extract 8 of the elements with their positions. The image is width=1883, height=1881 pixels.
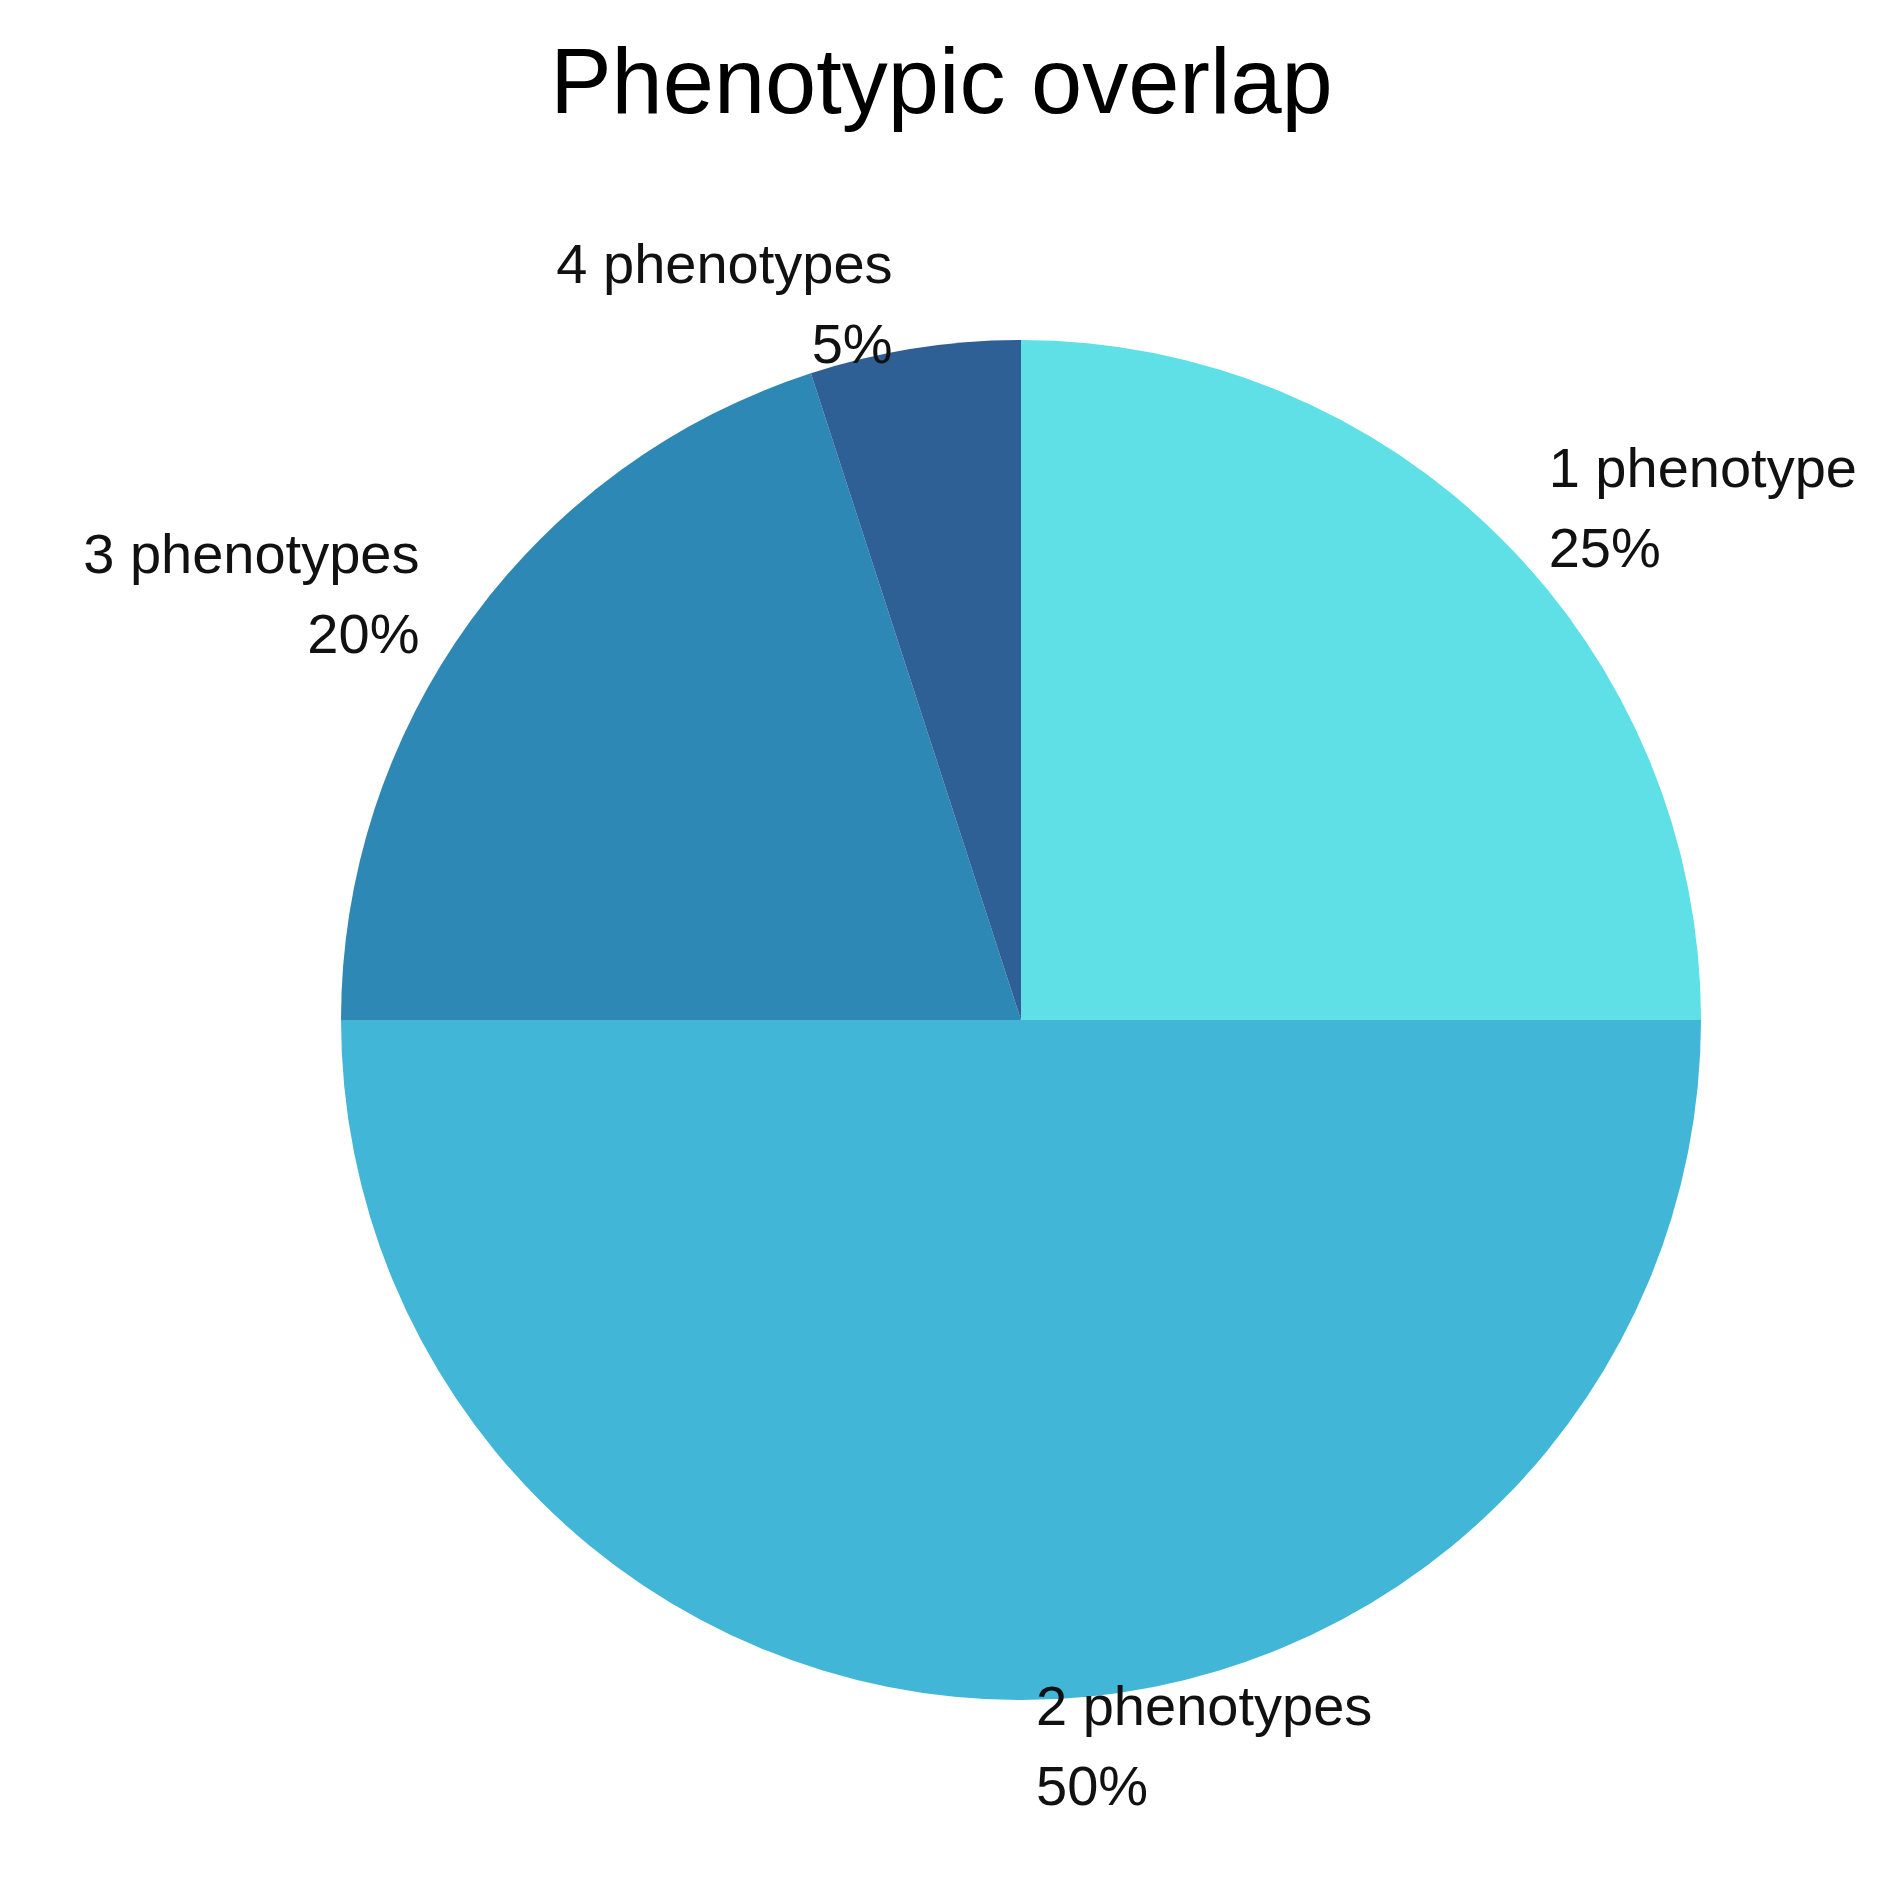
data-label: 20% [307,602,420,666]
slice-label: 3 phenotypes [83,522,420,586]
data-label: 5% [811,312,893,376]
chart-title: Phenotypic overlap [550,30,1333,132]
slice-label: 4 phenotypes [556,232,893,296]
data-label: 50% [1036,1753,1149,1817]
data-label: 25% [1548,515,1661,579]
slice-label: 1 phenotype [1548,435,1857,499]
